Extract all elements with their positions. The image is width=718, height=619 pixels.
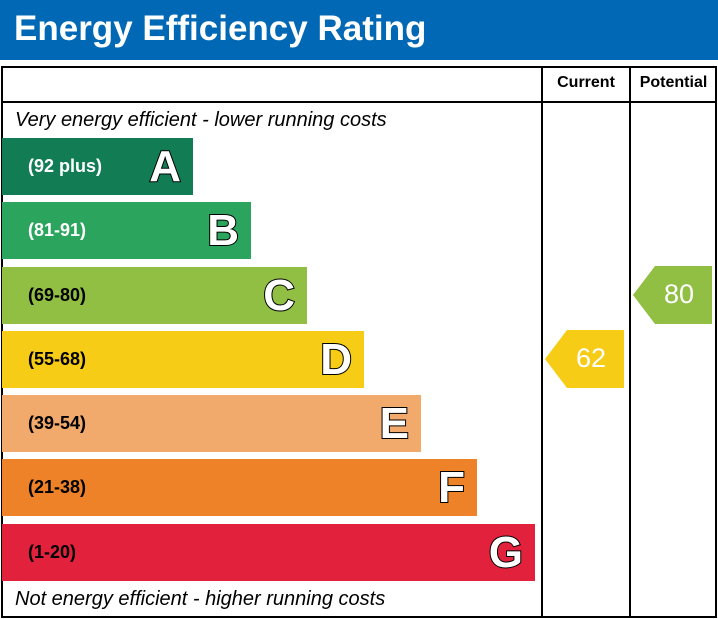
band-letter: F [437, 462, 466, 513]
band-g: (1-20) G [2, 524, 535, 581]
band-range: (69-80) [28, 285, 87, 305]
band-range: (92 plus) [28, 156, 103, 176]
band-range: (55-68) [28, 349, 87, 369]
band-letter: C [262, 270, 296, 321]
band-e: (39-54) E [2, 395, 421, 452]
top-note: Very energy efficient - lower running co… [15, 109, 387, 131]
band-letter: D [319, 334, 353, 385]
potential-column-header: Potential [639, 74, 708, 91]
header-bar: Energy Efficiency Rating [0, 0, 718, 60]
bottom-note: Not energy efficient - higher running co… [15, 588, 386, 610]
page-title: Energy Efficiency Rating [14, 9, 427, 48]
current-column-header: Current [557, 74, 615, 91]
current-rating-value: 62 [575, 343, 606, 373]
band-d: (55-68) D [2, 331, 364, 388]
band-b: (81-91) B [2, 202, 251, 259]
band-range: (21-38) [28, 477, 87, 497]
band-range: (81-91) [28, 220, 87, 240]
potential-rating-value: 80 [663, 279, 694, 309]
band-letter: B [206, 205, 240, 256]
divider [1, 101, 717, 103]
band-letter: E [379, 398, 410, 449]
band-letter: A [148, 141, 182, 192]
potential-rating-arrow: 80 [633, 266, 712, 324]
divider [629, 66, 631, 618]
band-c: (69-80) C [2, 267, 307, 324]
band-a: (92 plus) A [2, 138, 193, 195]
band-letter: G [488, 527, 524, 578]
divider [541, 66, 543, 618]
band-range: (39-54) [28, 413, 87, 433]
band-range: (1-20) [28, 542, 77, 562]
band-f: (21-38) F [2, 459, 477, 516]
